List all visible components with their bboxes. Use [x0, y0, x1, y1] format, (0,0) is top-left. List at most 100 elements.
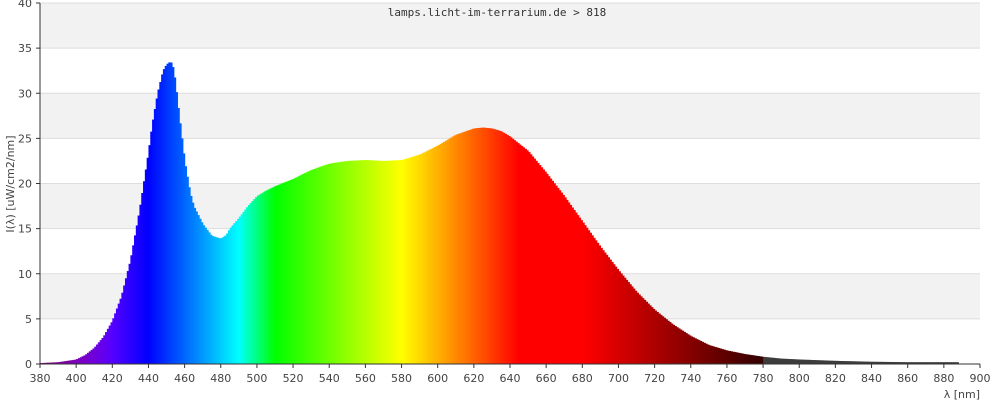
x-tick-label: 520: [283, 372, 304, 385]
spectrum-bar: [251, 201, 254, 364]
spectrum-bar: [670, 323, 674, 364]
spectrum-bar: [352, 160, 356, 364]
spectrum-bar: [341, 161, 345, 364]
spectrum-bar: [463, 131, 466, 364]
spectrum-bar: [573, 210, 576, 364]
spectrum-bar: [468, 130, 471, 364]
spectrum-bar: [88, 351, 92, 364]
spectrum-bar: [712, 346, 715, 364]
spectrum-bar: [815, 360, 818, 364]
spectrum-bar: [331, 163, 334, 364]
spectrum-bar: [795, 359, 799, 364]
spectrum-bar: [631, 286, 634, 364]
y-axis-ticks: 0 5 10 15 20 25 30 35 40: [18, 0, 40, 371]
spectrum-bar: [779, 358, 782, 364]
spectrum-bar: [215, 237, 218, 364]
spectrum-bar: [782, 358, 786, 364]
spectrum-bar: [280, 183, 283, 364]
spectrum-bar: [620, 273, 623, 364]
spectrum-bar: [372, 160, 376, 364]
spectrum-bar: [519, 144, 522, 364]
spectrum-bar: [538, 165, 542, 364]
spectrum-bar: [170, 62, 173, 364]
spectrum-bar: [844, 361, 847, 364]
spectrum-bar: [909, 362, 912, 364]
spectrum-bar: [927, 362, 930, 364]
spectrum-bar: [508, 136, 511, 364]
spectrum-bar: [77, 358, 81, 364]
spectrum-bar: [869, 361, 873, 364]
spectrum-bar: [150, 131, 153, 364]
spectrum-bar: [810, 359, 813, 364]
spectrum-bar: [309, 170, 312, 364]
spectrum-bar: [258, 194, 262, 364]
spectrum-bar: [893, 362, 896, 364]
spectrum-bar: [763, 356, 766, 364]
spectrum-bar: [757, 356, 761, 364]
x-tick-label: 780: [753, 372, 774, 385]
spectrum-bar: [902, 362, 905, 364]
spectrum-bar: [52, 362, 56, 364]
spectrum-bar: [629, 284, 632, 364]
spectrum-bar: [157, 89, 160, 364]
spectrum-bar: [247, 205, 251, 364]
spectrum-bar: [886, 361, 889, 364]
spectrum-bar: [875, 361, 878, 364]
spectrum-bar: [705, 343, 708, 364]
spectrum-bar: [895, 362, 898, 364]
spectrum-bar: [63, 361, 66, 364]
spectrum-bar: [294, 177, 298, 364]
spectrum-bar: [873, 361, 876, 364]
spectrum-bar: [717, 348, 721, 364]
spectrum-bar: [952, 362, 956, 364]
x-tick-label: 800: [789, 372, 810, 385]
spectrum-bar: [179, 123, 182, 364]
spectrum-bar: [421, 153, 424, 364]
y-tick-label: 15: [18, 223, 32, 236]
spectrum-bar: [200, 222, 204, 364]
plot-band: [40, 3, 980, 49]
spectrum-bar: [141, 192, 144, 364]
spectrum-bar: [338, 162, 341, 364]
x-tick-label: 860: [897, 372, 918, 385]
spectrum-bar: [542, 169, 545, 364]
spectrum-bar: [213, 236, 216, 364]
spectrum-bar: [218, 238, 222, 364]
spectrum-bar: [799, 359, 802, 364]
spectrum-bar: [289, 180, 292, 364]
x-axis-label: λ [nm]: [944, 388, 980, 400]
spectrum-bar: [923, 362, 927, 364]
spectrum-bar: [714, 346, 717, 364]
spectrum-bar: [651, 307, 654, 364]
spectrum-bar: [585, 227, 589, 364]
x-tick-label: 480: [210, 372, 231, 385]
spectrum-bar: [253, 199, 256, 364]
spectrum-bar: [412, 156, 415, 364]
spectrum-bar: [808, 359, 811, 364]
spectrum-bar: [515, 141, 518, 364]
spectrum-bar: [349, 160, 352, 364]
spectrum-bar: [775, 358, 779, 364]
spectrum-bar: [502, 132, 506, 364]
spectrum-bar: [291, 179, 294, 364]
spectrum-bar: [108, 325, 112, 364]
spectrum-bar: [70, 360, 74, 364]
spectrum-bar: [831, 360, 835, 364]
spectrum-bar: [569, 204, 573, 364]
spectrum-bar: [385, 160, 388, 364]
spectrum-bar: [195, 211, 198, 364]
spectrum-bar: [632, 288, 636, 364]
spectrum-bar: [535, 160, 538, 364]
spectrum-bar: [101, 338, 104, 364]
spectrum-bar: [233, 223, 236, 364]
spectrum-bar: [211, 236, 215, 364]
spectrum-bar: [43, 362, 47, 364]
x-tick-label: 460: [174, 372, 195, 385]
spectrum-bar: [152, 119, 155, 365]
x-tick-label: 840: [861, 372, 882, 385]
spectrum-bar: [801, 359, 804, 364]
spectrum-bar: [529, 154, 533, 364]
spectrum-bar: [284, 182, 287, 364]
y-tick-label: 10: [18, 268, 32, 281]
spectrum-bar: [197, 215, 200, 364]
